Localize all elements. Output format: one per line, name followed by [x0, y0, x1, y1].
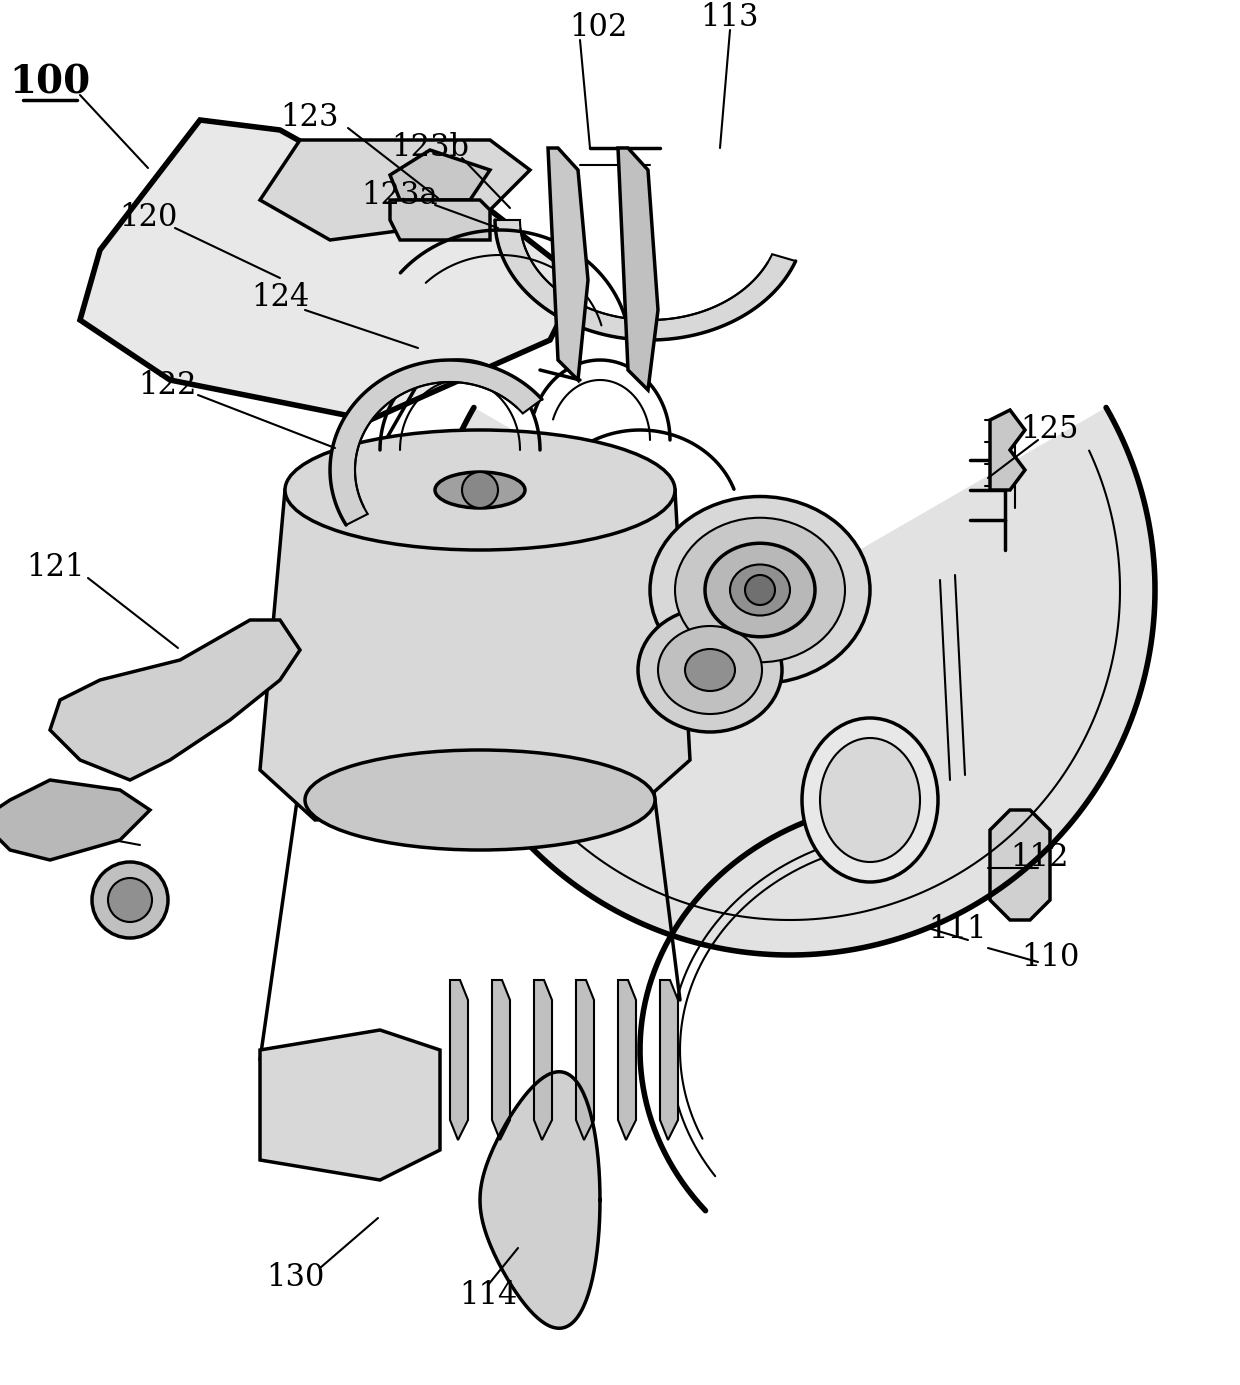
Polygon shape	[534, 981, 552, 1140]
Polygon shape	[50, 620, 300, 780]
Polygon shape	[577, 981, 594, 1140]
Text: 130: 130	[265, 1263, 324, 1294]
Polygon shape	[0, 780, 150, 860]
Polygon shape	[260, 490, 689, 820]
Polygon shape	[990, 410, 1025, 490]
Ellipse shape	[802, 717, 937, 882]
Polygon shape	[618, 981, 636, 1140]
Text: 123b: 123b	[391, 133, 469, 163]
Polygon shape	[391, 199, 490, 240]
Ellipse shape	[675, 518, 844, 662]
Polygon shape	[548, 148, 588, 379]
Text: 121: 121	[26, 553, 84, 583]
Text: 110: 110	[1021, 943, 1079, 974]
Polygon shape	[391, 150, 490, 199]
Text: 111: 111	[929, 914, 987, 946]
Ellipse shape	[435, 472, 525, 508]
Polygon shape	[81, 120, 580, 420]
Ellipse shape	[706, 543, 815, 637]
Polygon shape	[260, 140, 529, 240]
Text: 114: 114	[459, 1280, 517, 1310]
Polygon shape	[495, 220, 796, 339]
Polygon shape	[260, 1030, 440, 1180]
Ellipse shape	[285, 429, 675, 550]
Ellipse shape	[650, 496, 870, 684]
Polygon shape	[450, 981, 467, 1140]
Ellipse shape	[684, 650, 735, 691]
Polygon shape	[425, 407, 1154, 956]
Ellipse shape	[639, 608, 782, 733]
Circle shape	[108, 878, 153, 922]
Text: 102: 102	[569, 12, 627, 43]
Circle shape	[92, 861, 167, 938]
Text: 113: 113	[701, 3, 759, 33]
Text: 125: 125	[1021, 414, 1079, 446]
Text: 100: 100	[10, 62, 91, 101]
Ellipse shape	[820, 738, 920, 861]
Text: 112: 112	[1011, 842, 1069, 874]
Text: 120: 120	[119, 202, 177, 234]
Polygon shape	[990, 810, 1050, 920]
Text: 124: 124	[250, 283, 309, 313]
Polygon shape	[480, 1072, 600, 1328]
Polygon shape	[492, 981, 510, 1140]
Polygon shape	[330, 360, 542, 525]
Text: 122: 122	[139, 370, 197, 400]
Circle shape	[463, 472, 498, 508]
Polygon shape	[618, 148, 658, 391]
Ellipse shape	[658, 626, 763, 715]
Ellipse shape	[305, 751, 655, 850]
Polygon shape	[660, 981, 678, 1140]
Text: 123a: 123a	[362, 180, 438, 211]
Text: 123: 123	[280, 102, 340, 133]
Ellipse shape	[730, 565, 790, 615]
Circle shape	[745, 575, 775, 605]
